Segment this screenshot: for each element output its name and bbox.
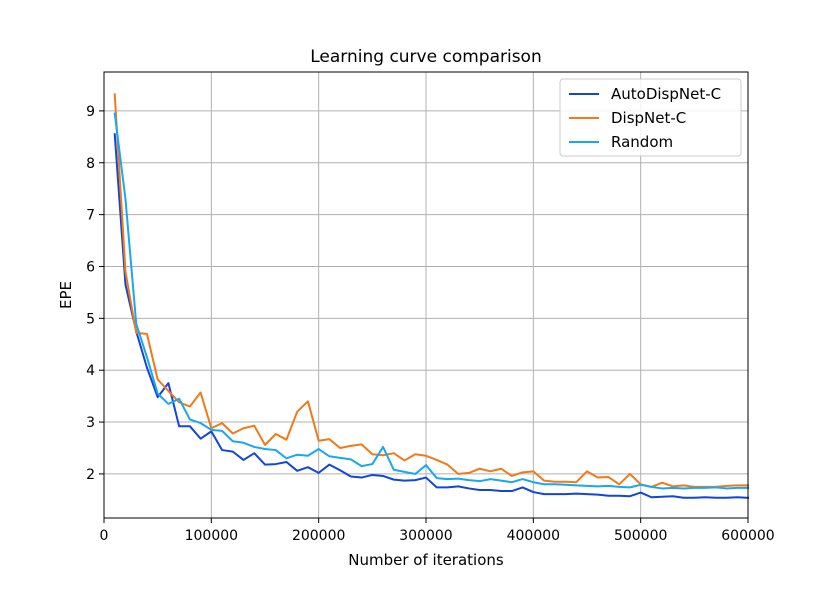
x-tick-label: 100000: [185, 528, 238, 544]
x-tick-label: 200000: [292, 528, 345, 544]
y-tick-label: 9: [86, 104, 95, 120]
y-tick-label: 5: [86, 311, 95, 327]
x-tick-label: 600000: [721, 528, 774, 544]
series-line-autodispnet-c: [113, 133, 750, 499]
y-tick-label: 3: [86, 415, 95, 431]
legend-box: [559, 78, 742, 157]
x-tick-label: 400000: [507, 528, 560, 544]
x-tick-label: 500000: [614, 528, 667, 544]
series-lines: [113, 93, 750, 499]
legend: AutoDispNet-C DispNet-C Random: [559, 78, 742, 157]
y-tick-label: 6: [86, 259, 95, 275]
legend-label-autodispnet-c: AutoDispNet-C: [611, 85, 721, 103]
y-tick-label: 4: [86, 363, 95, 379]
y-tick-label: 8: [86, 156, 95, 172]
legend-label-dispnet-c: DispNet-C: [611, 109, 686, 127]
axis-ticks: 0 100000 200000 300000 400000 500000 600000 2 3 4…: [86, 104, 775, 544]
y-tick-label: 2: [86, 467, 95, 483]
y-axis-label: EPE: [57, 281, 75, 309]
x-tick-label: 0: [100, 528, 109, 544]
grid: [103, 72, 749, 518]
series-line-random: [113, 112, 749, 490]
x-axis-label: Number of iterations: [348, 551, 504, 569]
chart-title: Learning curve comparison: [310, 47, 542, 67]
legend-label-random: Random: [611, 133, 673, 151]
y-tick-label: 7: [86, 208, 95, 224]
x-tick-label: 300000: [399, 528, 452, 544]
